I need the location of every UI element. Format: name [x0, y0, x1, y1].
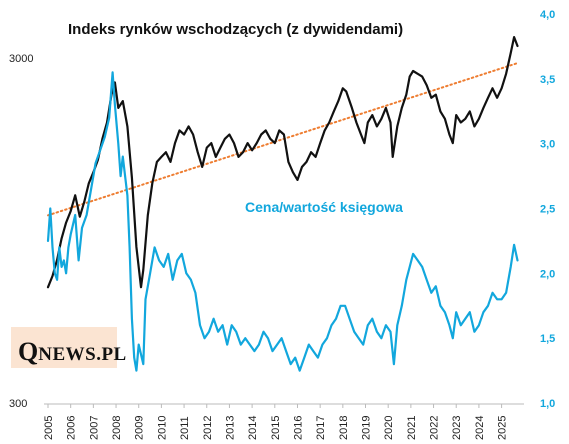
right-tick-label: 1,0 — [540, 398, 555, 410]
right-tick-label: 2,5 — [540, 204, 555, 216]
left-tick-label: 300 — [9, 398, 27, 410]
x-tick-label: 2018 — [338, 416, 350, 440]
x-tick-label: 2019 — [361, 416, 373, 440]
x-tick-label: 2011 — [179, 416, 191, 440]
left-axis-ticks: 300 3000 — [9, 53, 33, 410]
x-tick-label: 2008 — [111, 416, 123, 440]
pb-series-label: Cena/wartość księgowa — [245, 199, 403, 215]
index-line — [46, 35, 519, 289]
x-tick-label: 2012 — [202, 416, 214, 440]
x-tick-label: 2014 — [247, 416, 259, 440]
x-tick-label: 2009 — [134, 416, 146, 440]
right-axis-ticks: 1,0 1,5 2,0 2,5 3,0 3,5 4,0 — [540, 9, 555, 410]
x-tick-label: 2020 — [383, 416, 395, 440]
qnews-logo: QNEWS.PL — [18, 337, 127, 367]
x-tick-label: 2005 — [43, 416, 55, 440]
left-tick-label: 3000 — [9, 53, 33, 65]
x-tick-label: 2021 — [406, 416, 418, 440]
x-tick-label: 2017 — [315, 416, 327, 440]
x-tick-label: 2013 — [224, 416, 236, 440]
x-tick-label: 2007 — [88, 416, 100, 440]
x-tick-label: 2024 — [474, 416, 486, 440]
x-tick-label: 2016 — [292, 416, 304, 440]
right-tick-label: 3,0 — [540, 139, 555, 151]
x-tick-label: 2015 — [270, 416, 282, 440]
x-axis-ticks: 2005 2006 2007 2008 2009 2010 2011 2012 2013 2014… — [43, 403, 524, 440]
logo-q-letter: Q — [18, 337, 39, 366]
x-tick-label: 2006 — [66, 416, 78, 440]
x-tick-label: 2010 — [156, 416, 168, 440]
x-tick-label: 2022 — [429, 416, 441, 440]
qnews-logo-background — [11, 327, 117, 368]
x-tick-label: 2025 — [497, 416, 509, 440]
chart-title: Indeks rynków wschodzących (z dywidendam… — [68, 21, 403, 38]
series-layer — [46, 35, 519, 372]
price-to-book-line — [46, 71, 519, 372]
right-tick-label: 1,5 — [540, 333, 555, 345]
right-tick-label: 3,5 — [540, 74, 555, 86]
right-tick-label: 4,0 — [540, 9, 555, 21]
logo-wordmark: NEWS.PL — [38, 344, 127, 365]
right-tick-label: 2,0 — [540, 268, 555, 280]
x-tick-label: 2023 — [451, 416, 463, 440]
